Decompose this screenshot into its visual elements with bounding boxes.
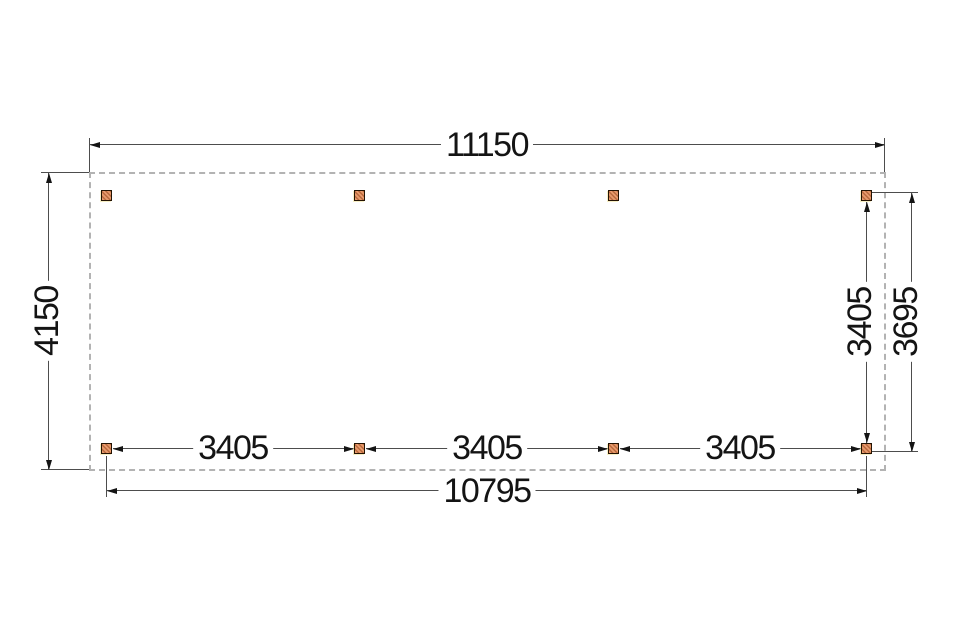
extension-line bbox=[41, 469, 89, 471]
dim-arrow bbox=[909, 442, 915, 452]
extension-line bbox=[872, 192, 918, 194]
extension-line bbox=[89, 138, 91, 172]
post-marker bbox=[861, 190, 872, 201]
dim-label-right-span: 3405 bbox=[841, 282, 879, 362]
dim-arrow bbox=[113, 446, 123, 452]
post-marker bbox=[354, 443, 365, 454]
dim-label-bottom-total: 10795 bbox=[438, 474, 536, 508]
extension-line bbox=[872, 451, 918, 453]
dim-arrow bbox=[107, 488, 117, 494]
dim-arrow bbox=[620, 446, 630, 452]
dim-arrow bbox=[344, 446, 354, 452]
plan-outline bbox=[89, 172, 886, 471]
dim-arrow bbox=[909, 193, 915, 203]
post-marker bbox=[354, 190, 365, 201]
post-marker bbox=[101, 190, 112, 201]
extension-line bbox=[884, 138, 886, 172]
dim-label-bottom-span-2: 3405 bbox=[447, 431, 527, 465]
extension-line bbox=[866, 456, 868, 497]
dim-label-height-total: 4150 bbox=[28, 281, 66, 361]
extension-line bbox=[41, 172, 89, 174]
post-marker bbox=[101, 443, 112, 454]
dim-arrow bbox=[851, 446, 861, 452]
post-marker bbox=[608, 190, 619, 201]
dim-arrow bbox=[864, 433, 870, 443]
dim-arrow bbox=[598, 446, 608, 452]
extension-line bbox=[106, 456, 108, 497]
dim-arrow bbox=[875, 142, 885, 148]
dim-label-bottom-span-3: 3405 bbox=[700, 431, 780, 465]
dim-arrow bbox=[857, 488, 867, 494]
dim-label-width-total: 11150 bbox=[441, 128, 533, 162]
dim-arrow bbox=[864, 202, 870, 212]
dim-label-right-overhang: 3695 bbox=[887, 282, 925, 362]
dim-arrow bbox=[366, 446, 376, 452]
dim-arrow bbox=[46, 173, 52, 183]
post-marker bbox=[861, 443, 872, 454]
dim-arrow bbox=[90, 142, 100, 148]
post-marker bbox=[608, 443, 619, 454]
dim-arrow bbox=[46, 460, 52, 470]
dim-label-bottom-span-1: 3405 bbox=[193, 431, 273, 465]
